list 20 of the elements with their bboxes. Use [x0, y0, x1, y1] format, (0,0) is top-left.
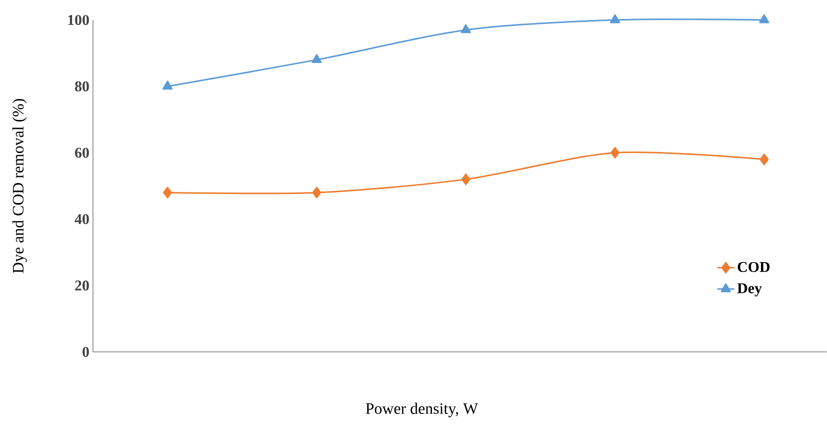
- point: [461, 174, 470, 186]
- point: [610, 147, 620, 159]
- y-axis-title: Dye and COD removal (%): [12, 99, 27, 274]
- point: [163, 186, 172, 198]
- point: [460, 24, 471, 34]
- y-tick-label: 20: [75, 280, 89, 291]
- point: [162, 80, 173, 90]
- y-tick-label: 100: [68, 15, 89, 26]
- point: [610, 14, 620, 24]
- point: [312, 54, 322, 64]
- y-tick-label: 80: [75, 81, 89, 92]
- y-tick-label: 60: [75, 148, 89, 158]
- point: [312, 186, 322, 198]
- legend-label: Dey: [737, 283, 762, 296]
- x-axis-title: Power density, W: [366, 402, 478, 418]
- legend-label: COD: [738, 262, 770, 272]
- point: [759, 14, 770, 24]
- y-tick-label: 40: [74, 214, 89, 224]
- y-tick-label: 0: [82, 346, 89, 357]
- point: [760, 154, 769, 166]
